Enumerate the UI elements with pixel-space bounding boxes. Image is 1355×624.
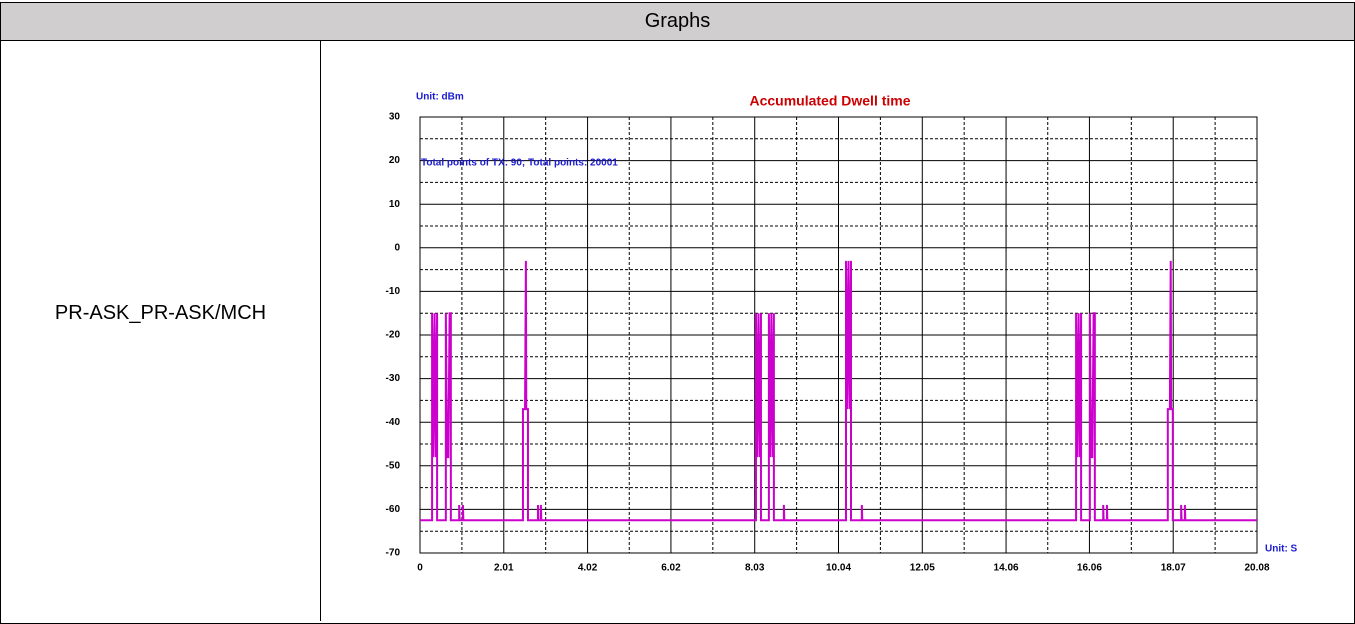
x-tick-label: 10.04 xyxy=(826,563,851,574)
x-tick-label: 20.08 xyxy=(1244,563,1269,574)
y-tick-label: -50 xyxy=(386,460,401,471)
y-tick-label: -60 xyxy=(386,504,401,515)
x-tick-label: 2.01 xyxy=(494,563,514,574)
data-line xyxy=(420,260,1257,522)
header-cell: Graphs xyxy=(1,3,1354,41)
y-tick-label: -70 xyxy=(386,548,401,559)
chart: Accumulated Dwell time Unit: dBm Unit: S… xyxy=(386,92,1298,574)
y-tick-label: 0 xyxy=(394,242,400,253)
x-tick-label: 0 xyxy=(417,563,423,574)
y-tick-label: -20 xyxy=(386,330,401,341)
x-tick-label: 8.03 xyxy=(745,563,765,574)
header-title: Graphs xyxy=(644,10,711,32)
chart-title: Accumulated Dwell time xyxy=(749,93,910,109)
x-tick-label: 14.06 xyxy=(994,563,1019,574)
x-tick-label: 4.02 xyxy=(578,563,598,574)
y-tick-label: 20 xyxy=(389,155,401,166)
x-tick-label: 16.06 xyxy=(1077,563,1102,574)
y-tick-label: -30 xyxy=(386,373,401,384)
x-unit: Unit: S xyxy=(1265,544,1298,555)
x-tick-label: 6.02 xyxy=(661,563,681,574)
x-tick-label: 12.05 xyxy=(910,563,935,574)
y-tick-label: -40 xyxy=(386,417,401,428)
annotation: Total points of TX: 90; Total points: 20… xyxy=(421,158,618,169)
row-label: PR-ASK_PR-ASK/MCH xyxy=(54,301,267,324)
y-unit: Unit: dBm xyxy=(416,92,464,103)
y-tick-label: 30 xyxy=(389,112,401,123)
row-label-cell: PR-ASK_PR-ASK/MCH xyxy=(1,41,321,621)
y-tick-label: -10 xyxy=(386,286,401,297)
y-tick-label: 10 xyxy=(389,199,401,210)
x-tick-label: 18.07 xyxy=(1161,563,1186,574)
